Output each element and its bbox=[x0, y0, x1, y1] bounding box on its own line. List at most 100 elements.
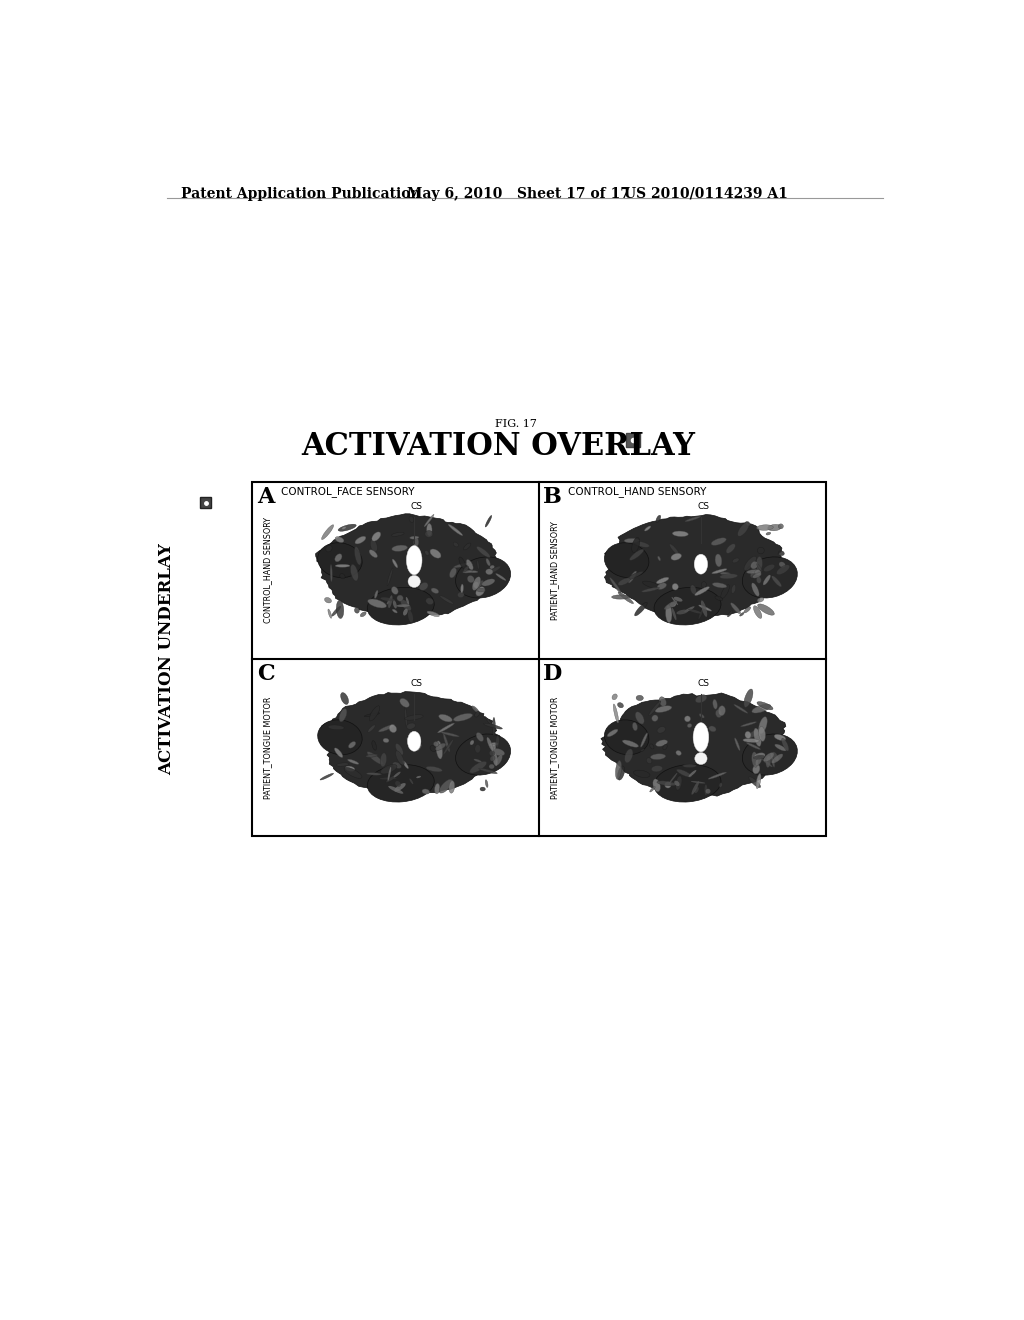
Ellipse shape bbox=[781, 738, 788, 751]
Ellipse shape bbox=[383, 738, 389, 743]
Text: FIG. 17: FIG. 17 bbox=[495, 420, 537, 429]
Polygon shape bbox=[315, 513, 501, 618]
Ellipse shape bbox=[335, 554, 342, 562]
Ellipse shape bbox=[734, 738, 740, 751]
Text: D: D bbox=[544, 663, 562, 685]
Ellipse shape bbox=[635, 541, 649, 548]
Ellipse shape bbox=[754, 606, 762, 618]
Ellipse shape bbox=[677, 610, 688, 614]
Text: A: A bbox=[257, 486, 274, 508]
Ellipse shape bbox=[672, 583, 678, 590]
Ellipse shape bbox=[731, 585, 735, 593]
Ellipse shape bbox=[476, 546, 490, 557]
Ellipse shape bbox=[759, 726, 765, 742]
Ellipse shape bbox=[740, 722, 757, 726]
Ellipse shape bbox=[611, 595, 629, 599]
Ellipse shape bbox=[400, 599, 412, 611]
Ellipse shape bbox=[764, 565, 775, 572]
Ellipse shape bbox=[685, 516, 700, 521]
Polygon shape bbox=[321, 692, 503, 795]
Ellipse shape bbox=[397, 595, 403, 602]
Ellipse shape bbox=[693, 722, 709, 752]
Ellipse shape bbox=[436, 741, 442, 759]
Ellipse shape bbox=[727, 611, 733, 616]
Ellipse shape bbox=[342, 527, 346, 529]
Ellipse shape bbox=[335, 537, 344, 543]
Ellipse shape bbox=[633, 722, 637, 731]
Ellipse shape bbox=[370, 550, 378, 557]
Ellipse shape bbox=[671, 553, 681, 560]
Ellipse shape bbox=[496, 755, 502, 766]
Ellipse shape bbox=[354, 607, 359, 614]
Ellipse shape bbox=[656, 781, 676, 785]
Ellipse shape bbox=[461, 583, 464, 593]
Ellipse shape bbox=[670, 602, 676, 607]
Ellipse shape bbox=[626, 572, 643, 581]
Ellipse shape bbox=[691, 781, 699, 795]
Ellipse shape bbox=[632, 537, 640, 553]
Ellipse shape bbox=[772, 752, 778, 762]
Ellipse shape bbox=[654, 587, 721, 624]
Ellipse shape bbox=[431, 587, 438, 594]
Ellipse shape bbox=[438, 714, 453, 722]
Ellipse shape bbox=[387, 568, 393, 586]
Ellipse shape bbox=[742, 557, 798, 598]
Ellipse shape bbox=[650, 744, 654, 748]
Ellipse shape bbox=[410, 516, 414, 523]
Ellipse shape bbox=[726, 544, 735, 553]
Ellipse shape bbox=[646, 758, 652, 764]
Ellipse shape bbox=[486, 738, 494, 751]
Ellipse shape bbox=[684, 715, 690, 722]
Ellipse shape bbox=[396, 763, 399, 768]
Ellipse shape bbox=[450, 568, 457, 578]
Ellipse shape bbox=[665, 601, 677, 610]
Ellipse shape bbox=[657, 583, 667, 590]
Ellipse shape bbox=[485, 569, 493, 574]
Ellipse shape bbox=[715, 597, 723, 601]
Ellipse shape bbox=[464, 543, 471, 550]
Text: ACTIVATION UNDERLAY: ACTIVATION UNDERLAY bbox=[159, 543, 175, 775]
Ellipse shape bbox=[651, 766, 663, 772]
Ellipse shape bbox=[394, 783, 406, 792]
Ellipse shape bbox=[411, 545, 418, 552]
Ellipse shape bbox=[617, 766, 625, 780]
Text: PATIENT_HAND SENSORY: PATIENT_HAND SENSORY bbox=[550, 521, 559, 620]
Ellipse shape bbox=[690, 585, 696, 594]
Ellipse shape bbox=[496, 573, 506, 581]
Ellipse shape bbox=[649, 701, 660, 715]
Ellipse shape bbox=[477, 589, 485, 591]
Ellipse shape bbox=[456, 734, 511, 775]
Ellipse shape bbox=[406, 597, 410, 605]
Ellipse shape bbox=[375, 590, 378, 598]
Ellipse shape bbox=[650, 787, 655, 792]
Ellipse shape bbox=[393, 601, 396, 609]
Ellipse shape bbox=[387, 598, 391, 605]
Ellipse shape bbox=[640, 748, 644, 751]
Ellipse shape bbox=[393, 772, 400, 777]
Ellipse shape bbox=[674, 780, 680, 787]
Ellipse shape bbox=[344, 767, 361, 779]
Ellipse shape bbox=[477, 561, 479, 569]
Ellipse shape bbox=[426, 598, 433, 605]
Ellipse shape bbox=[663, 744, 668, 750]
Ellipse shape bbox=[430, 549, 441, 558]
Ellipse shape bbox=[625, 748, 633, 763]
Ellipse shape bbox=[489, 743, 498, 746]
Ellipse shape bbox=[617, 702, 624, 708]
Ellipse shape bbox=[712, 569, 727, 574]
Ellipse shape bbox=[718, 706, 725, 715]
Ellipse shape bbox=[470, 762, 486, 774]
Ellipse shape bbox=[473, 582, 479, 589]
Text: PATIENT_TONGUE MOTOR: PATIENT_TONGUE MOTOR bbox=[550, 696, 559, 799]
Ellipse shape bbox=[695, 694, 707, 702]
Ellipse shape bbox=[440, 731, 459, 737]
Ellipse shape bbox=[437, 723, 455, 733]
Ellipse shape bbox=[449, 524, 463, 536]
Ellipse shape bbox=[388, 785, 403, 793]
Ellipse shape bbox=[757, 702, 773, 710]
Ellipse shape bbox=[617, 578, 631, 586]
Ellipse shape bbox=[673, 531, 688, 536]
Ellipse shape bbox=[386, 775, 397, 783]
Ellipse shape bbox=[489, 565, 495, 569]
Ellipse shape bbox=[672, 607, 677, 620]
